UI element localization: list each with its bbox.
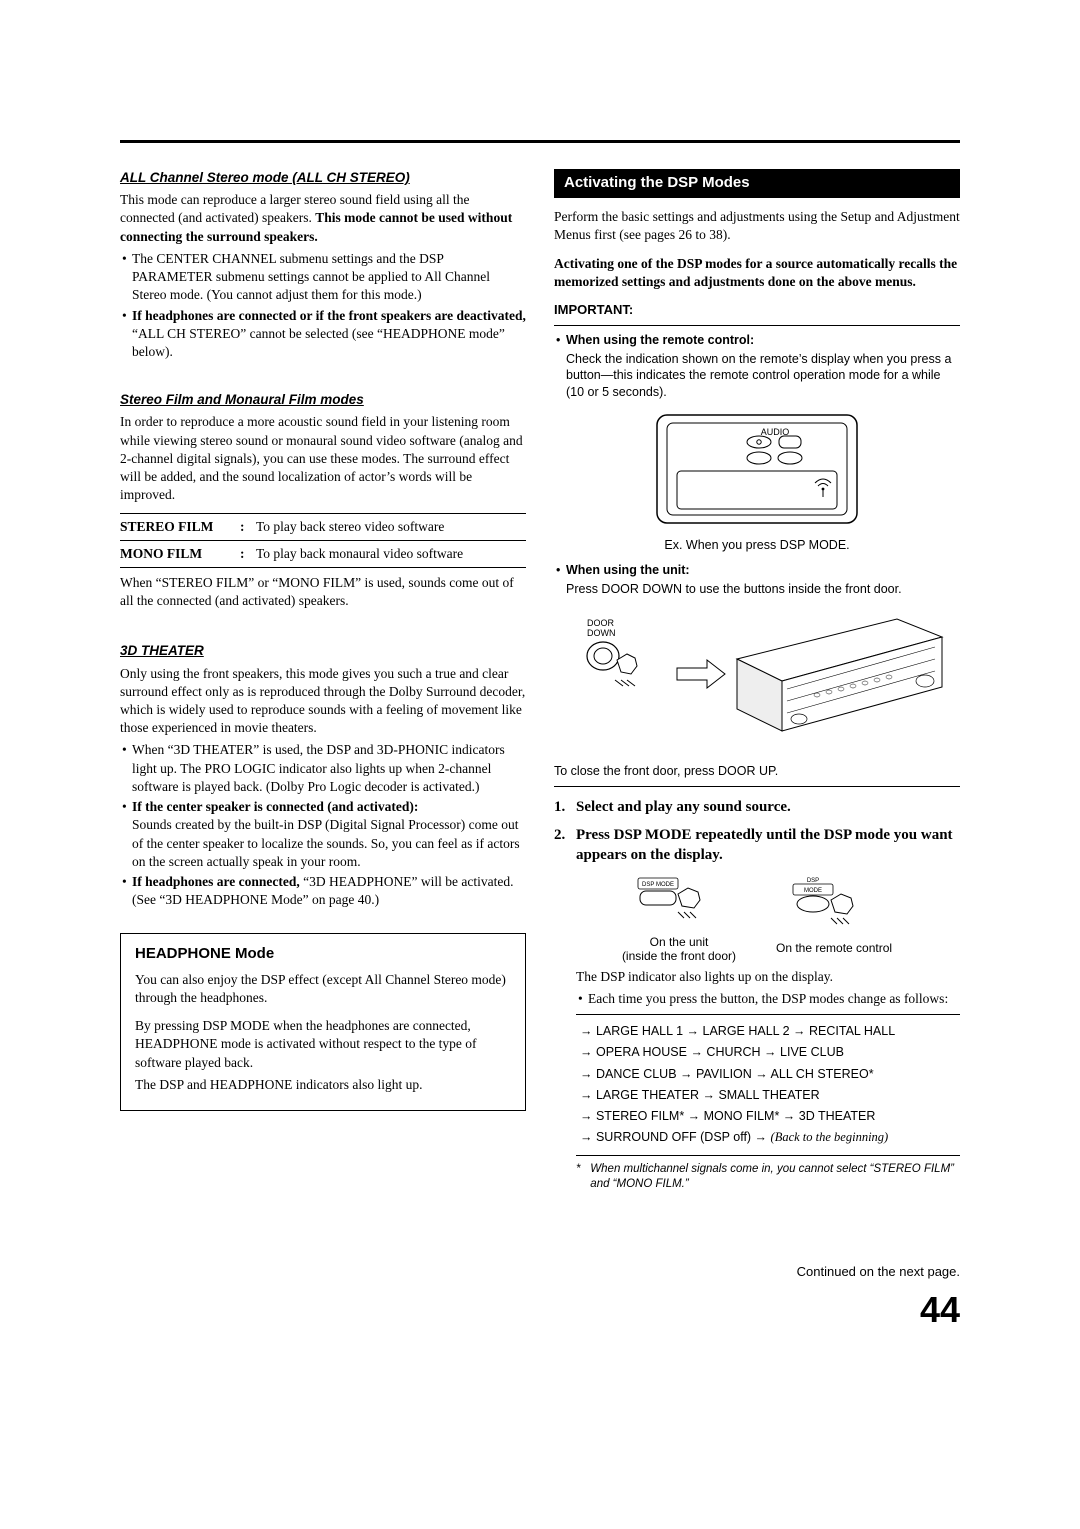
theater-bullet-1: When “3D THEATER” is used, the DSP and 3…	[120, 741, 526, 796]
cycle-line-3: → DANCE CLUB → PAVILION → ALL CH STEREO*	[580, 1064, 956, 1085]
table-row: STEREO FILM : To play back stereo video …	[120, 514, 526, 540]
film-key-2: MONO FILM	[120, 545, 240, 563]
remote-caption: On the remote control	[776, 941, 892, 955]
important-label: IMPORTANT:	[554, 301, 960, 319]
dsp-p2: Activating one of the DSP modes for a so…	[554, 255, 960, 291]
rc-bullet: When using the remote control:	[554, 332, 960, 349]
top-rule	[120, 140, 960, 143]
headphone-p1: You can also enjoy the DSP effect (excep…	[135, 971, 511, 1007]
theater-bullet-3-bold: If headphones are connected,	[132, 874, 300, 889]
all-ch-p1: This mode can reproduce a larger stereo …	[120, 191, 526, 246]
unit-door-figure: DOOR DOWN	[554, 598, 960, 763]
all-ch-bullet-2: If headphones are connected or if the fr…	[120, 307, 526, 362]
unit-caption-1: On the unit	[622, 935, 736, 949]
headphone-p2: By pressing DSP MODE when the headphones…	[135, 1017, 511, 1072]
stereo-mono-after: When “STEREO FILM” or “MONO FILM” is use…	[120, 574, 526, 610]
remote-display-figure: AUDIO	[647, 409, 867, 529]
press-remote-fig: DSP MODE On the remote control	[776, 874, 892, 964]
rc-head: When using the remote control:	[566, 333, 754, 347]
theater-p: Only using the front speakers, this mode…	[120, 665, 526, 738]
left-column: ALL Channel Stereo mode (ALL CH STEREO) …	[120, 169, 526, 1335]
cycle-line-6: → SURROUND OFF (DSP off) → (Back to the …	[580, 1127, 956, 1148]
divider	[554, 325, 960, 326]
unit-caption-2: (inside the front door)	[622, 949, 736, 963]
activating-dsp-header: Activating the DSP Modes	[554, 169, 960, 198]
cycle-line-1: → LARGE HALL 1 → LARGE HALL 2 → RECITAL …	[580, 1021, 956, 1042]
mode-cycle-box: → LARGE HALL 1 → LARGE HALL 2 → RECITAL …	[576, 1014, 960, 1156]
press-hand-icon	[615, 654, 637, 686]
footnote: * When multichannel signals come in, you…	[576, 1162, 960, 1193]
theater-bullet-2-rest: Sounds created by the built-in DSP (Digi…	[132, 817, 520, 868]
step-num-2: 2.	[554, 825, 576, 866]
cycle-line-6b: (Back to the beginning)	[771, 1130, 889, 1144]
continued-note: Continued on the next page.	[554, 1263, 960, 1281]
cycle-line-5: → STEREO FILM* → MONO FILM* → 3D THEATER	[580, 1106, 956, 1127]
theater-bullet-2: If the center speaker is connected (and …	[120, 798, 526, 871]
close-door-note: To close the front door, press DOOR UP.	[554, 763, 960, 780]
rc-body: Check the indication shown on the remote…	[554, 351, 960, 402]
colon-2: :	[240, 545, 256, 563]
unit-bullets: When using the unit:	[554, 562, 960, 579]
theater-bullets: When “3D THEATER” is used, the DSP and 3…	[120, 741, 526, 909]
stereo-mono-p: In order to reproduce a more acoustic so…	[120, 413, 526, 504]
two-column-layout: ALL Channel Stereo mode (ALL CH STEREO) …	[120, 169, 960, 1335]
step-num-1: 1.	[554, 797, 576, 817]
svg-text:DSP: DSP	[807, 878, 819, 884]
important-bullets: When using the remote control:	[554, 332, 960, 349]
all-ch-bullet-2-bold: If headphones are connected or if the fr…	[132, 308, 526, 323]
film-mode-table: STEREO FILM : To play back stereo video …	[120, 513, 526, 568]
unit-bullet: When using the unit:	[554, 562, 960, 579]
heading-all-ch-stereo: ALL Channel Stereo mode (ALL CH STEREO)	[120, 169, 526, 187]
table-row: MONO FILM : To play back monaural video …	[120, 540, 526, 567]
film-val-1: To play back stereo video software	[256, 518, 444, 536]
footnote-ast: *	[576, 1162, 590, 1193]
press-figures: DSP MODE On the unit (inside the front d…	[554, 874, 960, 964]
svg-text:DOOR: DOOR	[587, 618, 615, 628]
colon-1: :	[240, 518, 256, 536]
cycle-line-4: → LARGE THEATER → SMALL THEATER	[580, 1085, 956, 1106]
headphone-title: HEADPHONE Mode	[135, 944, 511, 964]
page-number: 44	[554, 1286, 960, 1335]
step-2-text: Press DSP MODE repeatedly until the DSP …	[576, 825, 960, 866]
svg-text:MODE: MODE	[804, 888, 822, 894]
headphone-p3: The DSP and HEADPHONE indicators also li…	[135, 1076, 511, 1094]
headphone-mode-box: HEADPHONE Mode You can also enjoy the DS…	[120, 933, 526, 1111]
press-unit-fig: DSP MODE On the unit (inside the front d…	[622, 874, 736, 964]
cycle-line-2: → OPERA HOUSE → CHURCH → LIVE CLUB	[580, 1042, 956, 1063]
all-ch-bullet-1: The CENTER CHANNEL submenu settings and …	[120, 250, 526, 305]
dsp-p1: Perform the basic settings and adjustmen…	[554, 208, 960, 244]
svg-text:DOWN: DOWN	[587, 628, 616, 638]
all-ch-bullet-2-rest: “ALL CH STEREO” cannot be selected (see …	[132, 326, 505, 359]
heading-3d-theater: 3D THEATER	[120, 642, 526, 660]
heading-stereo-mono-film: Stereo Film and Monaural Film modes	[120, 391, 526, 409]
theater-bullet-3: If headphones are connected, “3D HEADPHO…	[120, 873, 526, 909]
steps-list: 1. Select and play any sound source. 2. …	[554, 797, 960, 866]
press-hand-icon	[831, 894, 853, 924]
all-ch-bullets: The CENTER CHANNEL submenu settings and …	[120, 250, 526, 361]
step-1: 1. Select and play any sound source.	[554, 797, 960, 817]
after-step-bullet: Each time you press the button, the DSP …	[576, 990, 960, 1008]
right-column: Activating the DSP Modes Perform the bas…	[554, 169, 960, 1335]
unit-head: When using the unit:	[566, 563, 690, 577]
after-step-bullets: Each time you press the button, the DSP …	[576, 990, 960, 1008]
remote-caption: Ex. When you press DSP MODE.	[554, 537, 960, 554]
cycle-line-6a: → SURROUND OFF (DSP off) →	[580, 1130, 771, 1144]
theater-bullet-2-bold: If the center speaker is connected (and …	[132, 799, 418, 814]
film-val-2: To play back monaural video software	[256, 545, 463, 563]
footnote-text: When multichannel signals come in, you c…	[590, 1162, 960, 1193]
step-1-text: Select and play any sound source.	[576, 797, 960, 817]
unit-body: Press DOOR DOWN to use the buttons insid…	[554, 581, 960, 598]
step-2: 2. Press DSP MODE repeatedly until the D…	[554, 825, 960, 866]
press-hand-icon	[678, 888, 700, 918]
film-key-1: STEREO FILM	[120, 518, 240, 536]
dspmode-label: DSP MODE	[642, 882, 674, 888]
after-step-p1: The DSP indicator also lights up on the …	[576, 968, 960, 986]
divider	[554, 786, 960, 787]
